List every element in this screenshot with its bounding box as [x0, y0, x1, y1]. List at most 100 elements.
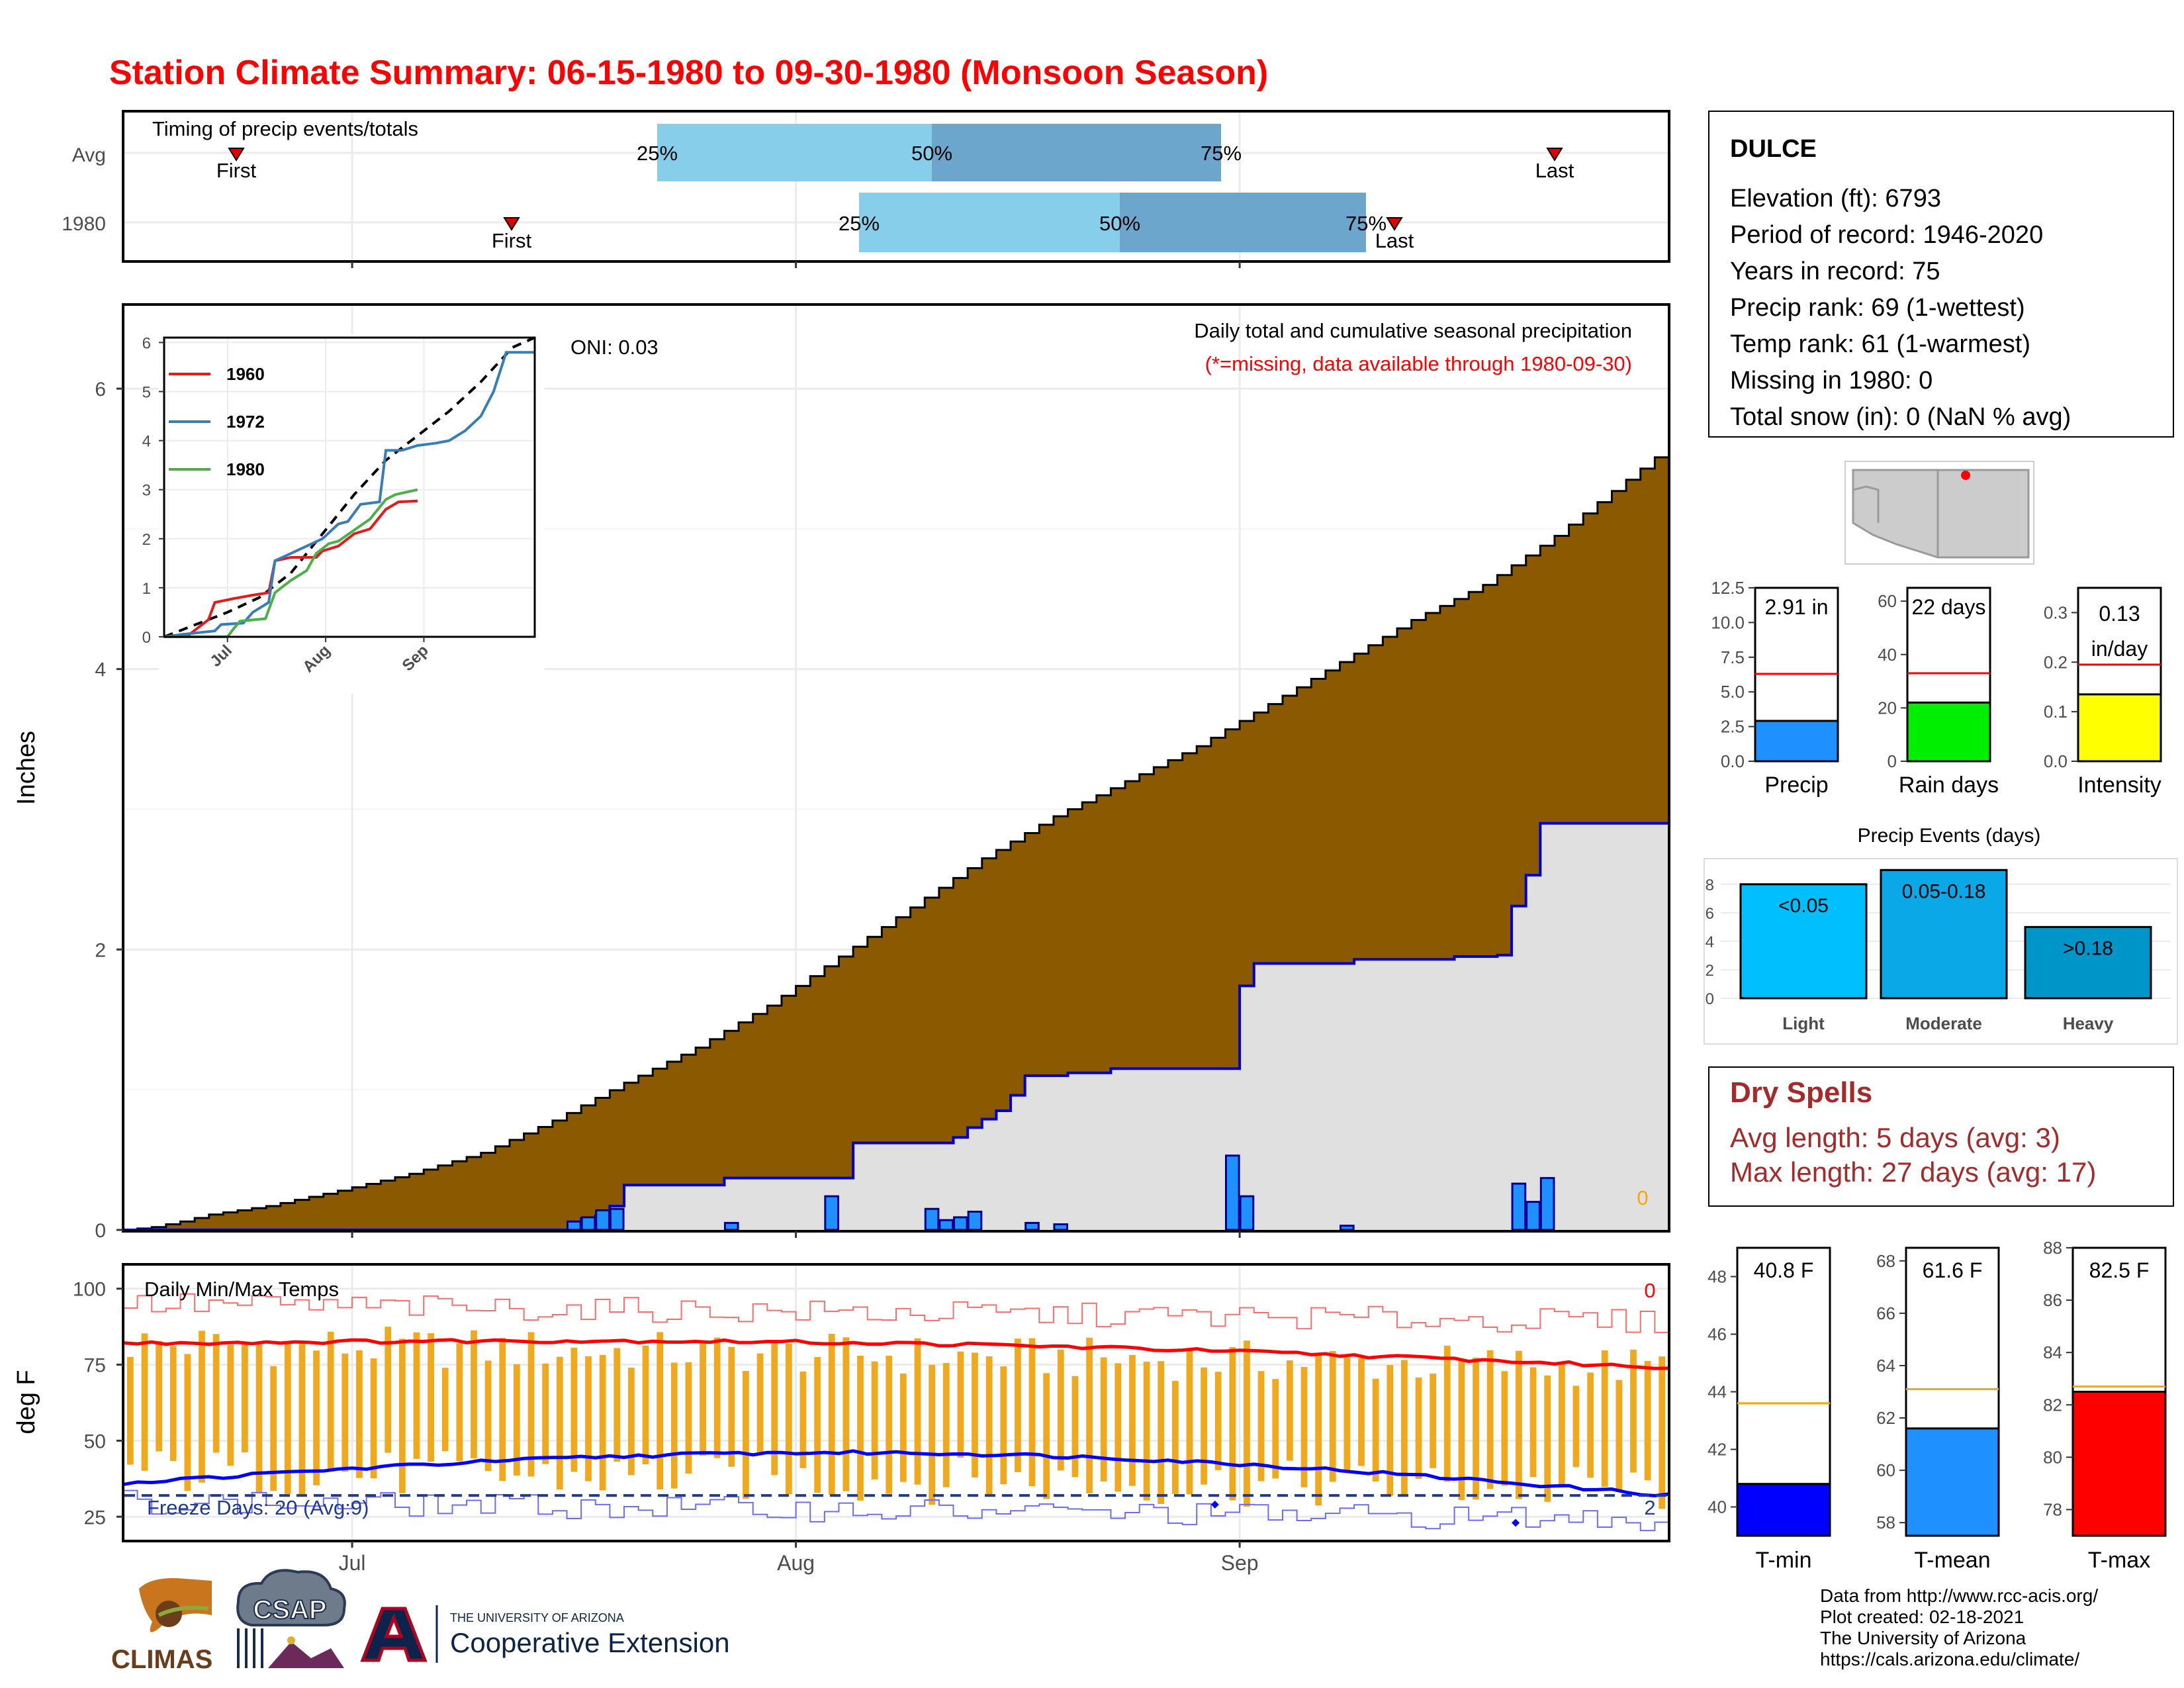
temp-summary-bars: 40 42 44 46 48 40.8 F T-min 58 60 62 64 66 68 61.6 F T… — [1707, 1238, 2167, 1573]
daily-temp-range-bar — [1329, 1350, 1336, 1482]
summary-value-Precip: 2.91 in — [1764, 595, 1828, 619]
timing-1980-25-50 — [859, 193, 1120, 252]
temp-ytick-label: 75 — [84, 1355, 106, 1377]
daily-temp-range-bar — [700, 1340, 706, 1456]
dry-spells: Dry Spells Avg length: 5 days (avg: 3) M… — [1708, 1066, 2174, 1207]
daily-temp-range-bar — [1071, 1376, 1079, 1477]
timing-avg-25-label: 25% — [637, 142, 678, 165]
daily-temp-range-bar — [785, 1343, 792, 1495]
temp-summary-bar-T-mean — [1905, 1427, 2000, 1537]
timing-avg-25-50 — [657, 124, 932, 181]
daily-temp-range-bar — [471, 1330, 477, 1459]
daily-temp-range-bar — [929, 1364, 935, 1505]
timing-1980-50-label: 50% — [1099, 212, 1140, 235]
timing-avg-50-75 — [932, 124, 1221, 181]
timing-avg-first-marker — [228, 148, 245, 162]
summary-bar-Intensity — [2077, 693, 2162, 763]
station-info-line: Elevation (ft): 6793 — [1730, 185, 1941, 212]
region-map — [1844, 461, 2034, 565]
events-bar-label: >0.18 — [2063, 937, 2113, 959]
daily-temp-range-bar — [828, 1333, 835, 1495]
timing-row-avg: Avg — [72, 144, 106, 166]
summary-ytick-label: 0.0 — [2044, 751, 2068, 771]
freeze-marker — [1210, 1500, 1219, 1509]
temp-ytick-label: 50 — [84, 1430, 106, 1452]
station-info-line: Missing in 1980: 0 — [1730, 367, 1933, 395]
summary-value-unit-Intensity: in/day — [2091, 637, 2148, 661]
inset-series-1960-line — [163, 499, 418, 638]
daily-temp-range-bar — [1272, 1379, 1279, 1479]
footer-credits: Data from http://www.rcc-acis.org/ Plot … — [1820, 1585, 2098, 1669]
daily-temp-range-bar — [1415, 1378, 1422, 1479]
temp-summary-value-T-min: 40.8 F — [1754, 1258, 1814, 1282]
daily-temp-range-bar — [127, 1356, 134, 1465]
daily-precip-bar — [609, 1207, 625, 1231]
inset-series-1980-line — [164, 488, 418, 638]
inset-ytick-label: 0 — [142, 629, 151, 647]
daily-temp-range-bar — [642, 1345, 649, 1465]
summary-ytick-label: 7.5 — [1721, 647, 1745, 667]
snow-count: 0 — [1637, 1186, 1648, 1209]
daily-precip-bar — [1239, 1195, 1255, 1231]
temp-summary-ytick-label: 80 — [2043, 1447, 2062, 1467]
summary-ytick-label: 12.5 — [1711, 578, 1745, 598]
temp-summary-value-T-max: 82.5 F — [2089, 1258, 2150, 1282]
temp-summary-ytick-label: 88 — [2043, 1238, 2062, 1258]
daily-temp-range-bar — [1372, 1378, 1379, 1481]
daily-temp-range-bar — [713, 1337, 721, 1458]
inset-avg-dashed-line — [163, 336, 535, 638]
station-info-line: Years in record: 75 — [1730, 258, 1940, 285]
station-info-line: Period of record: 1946-2020 — [1730, 221, 2043, 249]
daily-temp-range-bar — [1043, 1373, 1050, 1499]
events-category-label: Moderate — [1905, 1013, 1982, 1033]
daily-temp-range-bar — [398, 1338, 406, 1493]
daily-temp-range-bar — [756, 1353, 764, 1456]
daily-temp-range-bar — [184, 1354, 191, 1491]
daily-temp-range-bar — [1257, 1371, 1265, 1481]
events-ytick-label: 4 — [1706, 933, 1714, 951]
daily-precip-bar — [1511, 1182, 1527, 1231]
summary-ytick-label: 40 — [1878, 645, 1897, 665]
daily-temp-range-bar — [1473, 1357, 1479, 1500]
daily-precip-bar — [1539, 1177, 1555, 1231]
daily-temp-range-bar — [542, 1364, 549, 1464]
avg-max-temp-line — [122, 1338, 1670, 1370]
daily-temp-range-bar — [1100, 1357, 1107, 1481]
summary-label-Rain days: Rain days — [1899, 773, 1999, 798]
daily-temp-range-bar — [842, 1337, 850, 1491]
summary-ytick-label: 2.5 — [1721, 717, 1745, 737]
temp-summary-ytick-label: 40 — [1707, 1497, 1727, 1517]
climas-logo: CLIMAS — [111, 1578, 212, 1674]
daily-temp-range-bar — [1358, 1358, 1365, 1466]
daily-temp-range-bar — [1201, 1367, 1207, 1485]
daily-precip-bar — [1340, 1225, 1355, 1231]
daily-temp-range-bar — [1315, 1354, 1322, 1506]
summary-ytick-label: 0.3 — [2044, 602, 2068, 622]
summary-ytick-label: 60 — [1878, 591, 1897, 611]
daily-temp-range-bar — [270, 1366, 277, 1491]
daily-precip-bar — [567, 1220, 582, 1231]
daily-temp-range-bar — [1143, 1361, 1150, 1501]
daily-precip-bar — [1053, 1223, 1069, 1231]
precip-panel: Inches 0 2 4 6 ONI: 0.03 Daily total and cu… — [13, 303, 1670, 1242]
precip-events: Precip Events (days) 0 2 4 6 8 <0.05 Light 0.05… — [1704, 825, 2178, 1045]
footer-line-3: The University of Arizona — [1820, 1628, 2026, 1648]
freeze-days-count: 2 — [1644, 1496, 1655, 1519]
daily-temp-range-bar — [556, 1356, 563, 1490]
daily-temp-range-bar — [298, 1341, 306, 1495]
timing-1980-75-label: 75% — [1345, 212, 1387, 235]
timing-avg-75-label: 75% — [1201, 142, 1242, 165]
daily-temp-range-bar — [957, 1351, 964, 1458]
events-bar-label: 0.05-0.18 — [1902, 880, 1986, 902]
daily-temp-range-bar — [1587, 1372, 1594, 1478]
temp-summary-bar-T-min — [1736, 1483, 1831, 1537]
daily-temp-range-bar — [1287, 1360, 1293, 1461]
timing-1980-first-label: First — [492, 229, 532, 252]
daily-temp-range-bar — [599, 1354, 606, 1491]
temp-summary-bar-T-max — [2071, 1391, 2167, 1537]
inset-ytick-label: 3 — [142, 482, 151, 500]
daily-temp-range-bar — [914, 1338, 921, 1485]
daily-precip-bar — [1024, 1221, 1040, 1231]
daily-temp-range-bar — [1015, 1338, 1021, 1473]
